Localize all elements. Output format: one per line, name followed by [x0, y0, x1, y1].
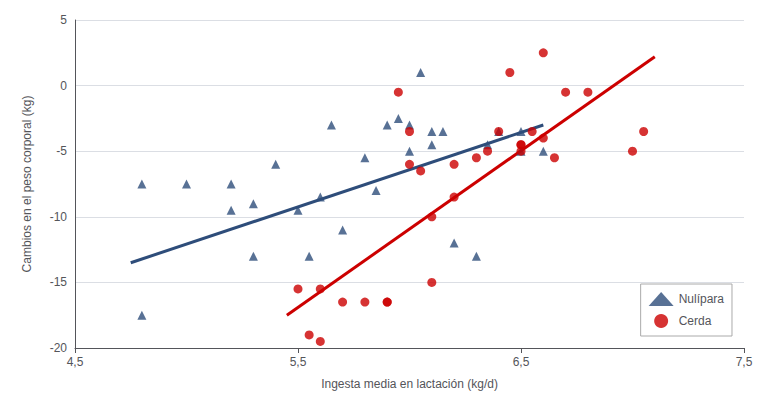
svg-text:-5: -5 [56, 144, 67, 158]
svg-text:6,5: 6,5 [513, 355, 530, 369]
svg-text:5,5: 5,5 [290, 355, 307, 369]
svg-text:-20: -20 [50, 341, 68, 355]
svg-text:5: 5 [60, 13, 67, 27]
svg-text:0: 0 [60, 79, 67, 93]
svg-text:Cerda: Cerda [679, 314, 712, 328]
svg-text:-15: -15 [50, 275, 68, 289]
svg-text:Ingesta media en lactación (kg: Ingesta media en lactación (kg/d) [321, 377, 498, 391]
svg-text:Cambios en el peso corporal (k: Cambios en el peso corporal (kg) [20, 96, 34, 273]
svg-text:Nulípara: Nulípara [679, 292, 725, 306]
svg-text:-10: -10 [50, 210, 68, 224]
svg-text:4,5: 4,5 [67, 355, 84, 369]
svg-text:7,5: 7,5 [736, 355, 753, 369]
